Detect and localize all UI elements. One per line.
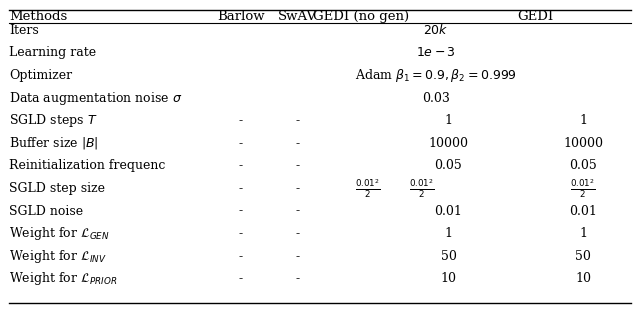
- Text: 50: 50: [440, 250, 456, 263]
- Text: 10: 10: [440, 272, 456, 285]
- Text: 0.05: 0.05: [435, 159, 462, 172]
- Text: 10: 10: [575, 272, 591, 285]
- Text: 0.05: 0.05: [570, 159, 597, 172]
- Text: 0.01: 0.01: [570, 205, 597, 218]
- Text: -: -: [296, 137, 300, 150]
- Text: Weight for $\mathcal{L}_{INV}$: Weight for $\mathcal{L}_{INV}$: [9, 248, 107, 265]
- Text: Reinitialization frequenc: Reinitialization frequenc: [9, 159, 166, 172]
- Text: -: -: [239, 159, 243, 172]
- Text: 0.01: 0.01: [435, 205, 463, 218]
- Text: SGLD noise: SGLD noise: [9, 205, 83, 218]
- Text: Buffer size $|B|$: Buffer size $|B|$: [9, 135, 99, 151]
- Text: Iters: Iters: [9, 24, 39, 37]
- Text: -: -: [239, 272, 243, 285]
- Text: -: -: [239, 227, 243, 240]
- Text: $1e-3$: $1e-3$: [416, 46, 456, 59]
- Text: Barlow: Barlow: [217, 10, 264, 23]
- Text: Adam $\beta_1 = 0.9, \beta_2 = 0.999$: Adam $\beta_1 = 0.9, \beta_2 = 0.999$: [355, 67, 516, 84]
- Text: -: -: [296, 250, 300, 263]
- Text: 0.03: 0.03: [422, 91, 450, 104]
- Text: Optimizer: Optimizer: [9, 69, 72, 82]
- Text: $\frac{0.01^2}{2}$: $\frac{0.01^2}{2}$: [570, 178, 596, 200]
- Text: 10000: 10000: [428, 137, 468, 150]
- Text: GEDI (no gen): GEDI (no gen): [313, 10, 410, 23]
- Text: -: -: [296, 227, 300, 240]
- Text: -: -: [239, 250, 243, 263]
- Text: -: -: [296, 272, 300, 285]
- Text: -: -: [296, 159, 300, 172]
- Text: -: -: [239, 182, 243, 195]
- Text: 1: 1: [579, 227, 588, 240]
- Text: GEDI: GEDI: [518, 10, 554, 23]
- Text: SwAV: SwAV: [278, 10, 317, 23]
- Text: $20k$: $20k$: [423, 23, 449, 37]
- Text: SGLD steps $T$: SGLD steps $T$: [9, 112, 98, 129]
- Text: -: -: [239, 137, 243, 150]
- Text: Learning rate: Learning rate: [9, 46, 96, 59]
- Text: 1: 1: [444, 227, 452, 240]
- Text: Weight for $\mathcal{L}_{PRIOR}$: Weight for $\mathcal{L}_{PRIOR}$: [9, 270, 117, 287]
- Text: 50: 50: [575, 250, 591, 263]
- Text: Methods: Methods: [9, 10, 67, 23]
- Text: -: -: [239, 205, 243, 218]
- Text: 1: 1: [579, 114, 588, 127]
- Text: SGLD step size: SGLD step size: [9, 182, 105, 195]
- Text: Data augmentation noise $\sigma$: Data augmentation noise $\sigma$: [9, 90, 182, 107]
- Text: 10000: 10000: [563, 137, 604, 150]
- Text: -: -: [239, 114, 243, 127]
- Text: 1: 1: [444, 114, 452, 127]
- Text: $\frac{0.01^2}{2}$: $\frac{0.01^2}{2}$: [355, 178, 380, 200]
- Text: $\frac{0.01^2}{2}$: $\frac{0.01^2}{2}$: [409, 178, 435, 200]
- Text: -: -: [296, 182, 300, 195]
- Text: -: -: [296, 114, 300, 127]
- Text: Weight for $\mathcal{L}_{GEN}$: Weight for $\mathcal{L}_{GEN}$: [9, 225, 110, 242]
- Text: -: -: [296, 205, 300, 218]
